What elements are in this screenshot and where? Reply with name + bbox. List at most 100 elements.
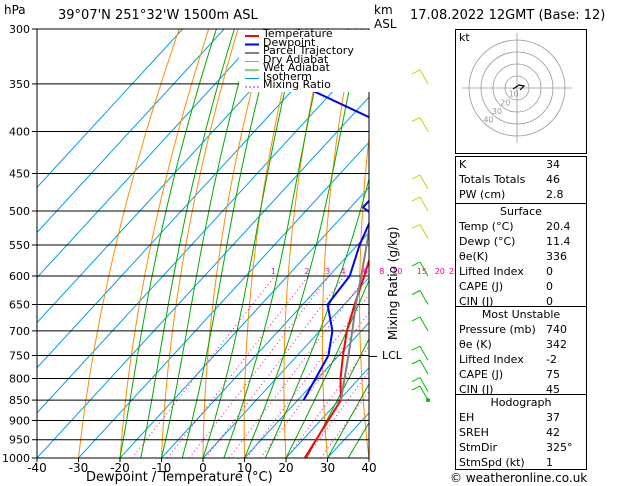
wind-barb-flag (411, 69, 421, 75)
series-line-temperature (303, 257, 369, 458)
wind-barb-staff (419, 377, 429, 392)
dry-adiabat-line (591, 29, 629, 458)
mu-row: θe (K) 342 (456, 337, 586, 352)
legend-swatches (245, 35, 259, 88)
wet-adiabat-line (119, 29, 217, 458)
wind-barb-staff (419, 385, 429, 401)
x-tick-label: 10 (237, 461, 252, 475)
surface-key: θe(K) (459, 250, 489, 263)
x-tick-label: -30 (69, 461, 89, 475)
pressure-tick-label: 450 (9, 167, 30, 180)
hodo-value: 325° (546, 441, 573, 454)
dry-adiabat-line (620, 29, 629, 458)
wet-adiabat-line (306, 337, 369, 458)
wind-barb-staff (419, 224, 429, 239)
indices-value: 34 (546, 158, 560, 171)
wind-barb-flag (411, 117, 421, 122)
pressure-tick-label: 400 (9, 126, 30, 139)
surface-key: CIN (J) (459, 295, 494, 308)
mixing-ratio-label: 2 (304, 267, 309, 276)
dry-adiabat-line (431, 29, 453, 458)
wet-adiabat-line (202, 29, 301, 458)
isotherm-line (37, 29, 350, 369)
dry-adiabat-line (161, 29, 239, 458)
isotherm-line (37, 29, 225, 234)
surface-row: Lifted Index 0 (456, 264, 586, 279)
legend: Temperature Dewpoint Parcel Trajectory D… (239, 27, 371, 92)
hodograph-unit-label: kt (459, 31, 470, 44)
surface-title: Surface (500, 205, 542, 218)
hodo-row: EH 37 (456, 410, 586, 425)
isotherm-line (119, 186, 369, 458)
indices-key: K (459, 158, 467, 171)
x-tick-label: -20 (110, 461, 130, 475)
mixing-ratio-label: 3 (325, 267, 330, 276)
x-tick-label: 30 (320, 461, 335, 475)
pressure-tick-label: 700 (9, 325, 30, 338)
surface-value: 0 (546, 280, 553, 293)
hodograph-ring-label: 20 (500, 98, 510, 107)
pressure-tick-label: 1000 (2, 452, 30, 465)
mu-row: Pressure (mb) 740 (456, 322, 586, 337)
wind-barb-staff (419, 316, 429, 332)
x-axis-title: Dewpoint / Temperature (°C) (86, 470, 273, 485)
hodo-value: 1 (546, 456, 553, 469)
most-unstable-table: Most Unstable Pressure (mb) 740 θe (K) 342… (455, 306, 587, 396)
mu-key: Lifted Index (459, 353, 524, 366)
mixing-ratio-label: 25 (449, 267, 459, 276)
isotherm-line (37, 29, 267, 279)
mixing-ratio-label: 6 (363, 267, 368, 276)
surface-row: θe(K) 336 (456, 249, 586, 264)
isotherm-line (78, 141, 369, 458)
indices-key: PW (cm) (459, 188, 506, 201)
wind-barb-staff (419, 359, 429, 375)
wind-barb-flag (411, 290, 421, 295)
mixing-ratio-line (205, 275, 345, 458)
indices-table: K 34 Totals Totals 46 PW (cm) 2.8 (455, 156, 587, 205)
wind-barb-flag (411, 359, 421, 365)
isotherm-line (37, 29, 308, 324)
mu-key: θe (K) (459, 338, 492, 351)
pressure-tick-label: 350 (9, 78, 30, 91)
surface-key: CAPE (J) (459, 280, 504, 293)
isotherm-line (285, 367, 369, 458)
indices-value: 2.8 (546, 188, 564, 201)
indices-value: 46 (546, 173, 560, 186)
wind-barb-flag (411, 377, 421, 383)
indices-row-tt: Totals Totals 46 (456, 172, 586, 187)
wind-barb-flag (411, 345, 421, 351)
x-tick-label: -40 (27, 461, 47, 475)
hodograph-ring-label: 10 (509, 90, 519, 99)
pressure-unit-label: hPa (4, 3, 26, 17)
km-label: km (374, 3, 393, 17)
legend-label-temperature: Temperature (263, 27, 333, 40)
x-tick-label: -10 (152, 461, 172, 475)
mixing-ratio-line (131, 275, 276, 458)
hodo-row: StmSpd (kt) 1 (456, 455, 586, 470)
hodo-key: StmDir (459, 441, 498, 454)
pressure-tick-label: 300 (9, 23, 30, 36)
isotherm-line (37, 51, 369, 414)
indices-key: Totals Totals (459, 173, 526, 186)
wind-barb-flag (411, 261, 421, 267)
hodograph-ring-label: 40 (483, 116, 493, 125)
legend-label-isotherm: Isotherm (263, 69, 312, 83)
wind-barb-surface-dot (426, 398, 430, 403)
pressure-tick-label: 900 (9, 414, 30, 427)
legend-label-dewpoint: Dewpoint (263, 35, 316, 49)
mu-key: CAPE (J) (459, 368, 504, 381)
wind-barb-staff (419, 290, 429, 305)
surface-row: CAPE (J) 0 (456, 279, 586, 294)
pressure-tick-label: 600 (9, 270, 30, 283)
pressure-tick-label: 800 (9, 372, 30, 385)
surface-row: Dewp (°C) 11.4 (456, 234, 586, 249)
isotherm-line (37, 29, 184, 189)
mu-row: CAPE (J) 75 (456, 367, 586, 382)
x-tick-label: 20 (278, 461, 293, 475)
wind-barb-staff (419, 345, 429, 361)
dry-adiabat-line (78, 29, 180, 458)
surface-key: Temp (°C) (459, 220, 514, 233)
x-tick-label: 0 (199, 461, 207, 475)
